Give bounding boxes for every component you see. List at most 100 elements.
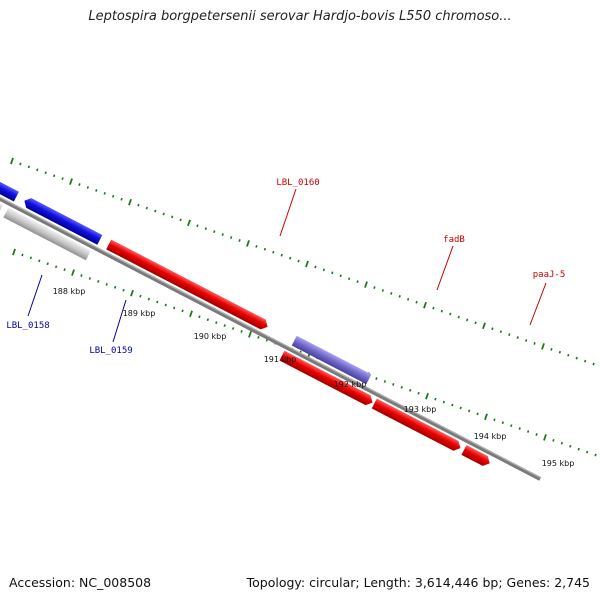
outer-ring-minor-tick (558, 350, 562, 354)
inner-ring-minor-tick (392, 383, 395, 386)
outer-ring-minor-tick (255, 244, 258, 248)
outer-ring-minor-tick (406, 297, 410, 301)
inner-ring-minor-tick (113, 285, 117, 289)
outer-ring-minor-tick (44, 171, 47, 175)
gene-label-LBL_0159[interactable]: LBL_0159 (89, 346, 132, 356)
gene-label-paaJ-5[interactable]: paaJ-5 (533, 270, 566, 280)
inner-ring-minor-tick (510, 424, 513, 428)
outer-ring-minor-tick (550, 347, 553, 351)
gene-arrow-paaJ-5[interactable] (371, 398, 463, 453)
outer-ring-minor-tick (27, 165, 31, 169)
inner-ring-minor-tick (29, 256, 33, 260)
inner-ring-major-tick (71, 269, 75, 276)
outer-ring-minor-tick (36, 168, 39, 172)
tick-label-190: 190 kbp (194, 332, 227, 341)
leader-paaJ-5 (529, 282, 547, 326)
outer-ring-minor-tick (491, 327, 494, 331)
inner-ring-minor-tick (46, 262, 49, 266)
gene-arrow-LBL_0162[interactable] (279, 350, 375, 408)
outer-ring-major-tick (10, 157, 14, 165)
outer-ring-minor-tick (272, 250, 275, 254)
outer-ring-minor-tick (465, 318, 469, 322)
inner-ring-minor-tick (172, 306, 176, 310)
chromosome-backbone (0, 155, 542, 481)
inner-ring-major-tick (543, 434, 547, 441)
inner-ring-minor-tick (594, 453, 597, 457)
leader-fadB (436, 245, 454, 291)
inner-ring-minor-tick (240, 330, 243, 333)
tick-label-189: 189 kbp (123, 309, 156, 318)
outer-ring-minor-tick (179, 218, 182, 222)
outer-ring-minor-tick (356, 280, 359, 284)
outer-ring-minor-tick (86, 186, 90, 189)
inner-ring-major-tick (248, 331, 252, 338)
outer-ring-minor-tick (474, 321, 477, 325)
inner-ring-minor-tick (231, 327, 235, 330)
gene-arrow-fadB[interactable] (291, 335, 372, 385)
inner-ring-minor-tick (63, 268, 66, 272)
inner-ring-minor-tick (105, 282, 108, 286)
outer-ring-minor-tick (516, 336, 519, 339)
inner-ring-minor-tick (560, 441, 564, 445)
outer-ring-major-tick (541, 343, 545, 350)
inner-ring-minor-tick (164, 303, 167, 307)
gene-arrow-LBL_0159[interactable] (22, 196, 103, 245)
outer-ring-minor-tick (524, 339, 528, 342)
outer-ring-minor-tick (111, 194, 115, 198)
inner-ring-minor-tick (577, 447, 580, 451)
outer-tick-ring (10, 157, 595, 366)
gene-arrow-LBL_0164[interactable] (461, 445, 492, 468)
outer-ring-minor-tick (154, 209, 157, 213)
inner-ring-minor-tick (467, 409, 471, 413)
outer-ring-minor-tick (381, 289, 385, 292)
inner-ring-minor-tick (54, 265, 58, 269)
outer-ring-minor-tick (120, 197, 123, 201)
outer-ring-minor-tick (583, 359, 587, 363)
outer-ring-minor-tick (280, 253, 283, 257)
inner-ring-minor-tick (147, 297, 151, 301)
outer-ring-minor-tick (145, 206, 149, 210)
inner-ring-minor-tick (21, 253, 24, 257)
outer-ring-minor-tick (288, 256, 292, 260)
outer-ring-minor-tick (297, 259, 300, 263)
page-title: Leptospira borgpetersenii serovar Hardjo… (88, 9, 512, 24)
feature-bar-gray-2[interactable] (3, 207, 91, 261)
leader-LBL_0159 (112, 299, 127, 343)
inner-ring-minor-tick (526, 430, 530, 433)
outer-ring-minor-tick (415, 300, 418, 304)
leader-LBL_0158 (27, 274, 43, 317)
inner-ring-minor-tick (400, 385, 403, 389)
outer-ring-minor-tick (457, 315, 460, 319)
outer-ring-minor-tick (339, 274, 342, 278)
outer-ring-minor-tick (499, 330, 503, 334)
outer-ring-major-tick (69, 178, 73, 185)
tick-label-192: 192 kbp (334, 380, 367, 389)
gene-label-fadB[interactable]: fadB (443, 235, 465, 245)
outer-ring-minor-tick (331, 271, 334, 275)
outer-ring-minor-tick (196, 224, 199, 228)
outer-ring-major-tick (246, 240, 250, 247)
gene-label-LBL_0158[interactable]: LBL_0158 (6, 321, 49, 331)
outer-ring-minor-tick (103, 191, 106, 195)
inner-ring-minor-tick (206, 318, 210, 322)
leader-LBL_0160 (279, 188, 297, 237)
inner-ring-minor-tick (88, 277, 92, 280)
gene-arrow-LBL_0158[interactable] (0, 154, 19, 202)
outer-ring-minor-tick (229, 236, 233, 239)
inner-ring-minor-tick (417, 391, 420, 395)
gene-arrow-LBL_0160[interactable] (106, 239, 270, 332)
outer-ring-minor-tick (61, 177, 64, 181)
inner-ring-minor-tick (139, 294, 142, 298)
inner-ring-minor-tick (459, 406, 462, 410)
accession-label: Accession: NC_008508 (9, 575, 152, 590)
inner-ring-minor-tick (476, 412, 479, 416)
inner-ring-minor-tick (223, 324, 226, 327)
outer-ring-minor-tick (398, 294, 401, 298)
inner-ring-minor-tick (535, 433, 538, 436)
gene-label-LBL_0160[interactable]: LBL_0160 (276, 178, 319, 188)
outer-ring-major-tick (364, 281, 368, 288)
inner-ring-minor-tick (434, 397, 437, 401)
outer-ring-minor-tick (204, 227, 208, 231)
outer-ring-minor-tick (449, 312, 452, 316)
outer-ring-minor-tick (19, 162, 22, 166)
